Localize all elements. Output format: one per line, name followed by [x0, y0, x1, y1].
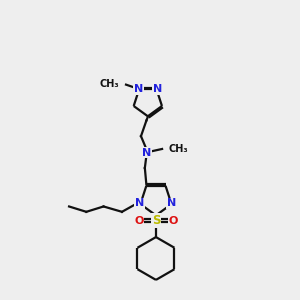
Text: N: N — [152, 84, 162, 94]
Text: S: S — [152, 214, 160, 227]
Text: N: N — [134, 84, 143, 94]
Text: CH₃: CH₃ — [100, 79, 119, 89]
Text: O: O — [134, 216, 143, 226]
Text: CH₃: CH₃ — [169, 144, 188, 154]
Text: N: N — [135, 199, 144, 208]
Text: O: O — [169, 216, 178, 226]
Text: N: N — [142, 148, 151, 158]
Text: N: N — [167, 199, 176, 208]
